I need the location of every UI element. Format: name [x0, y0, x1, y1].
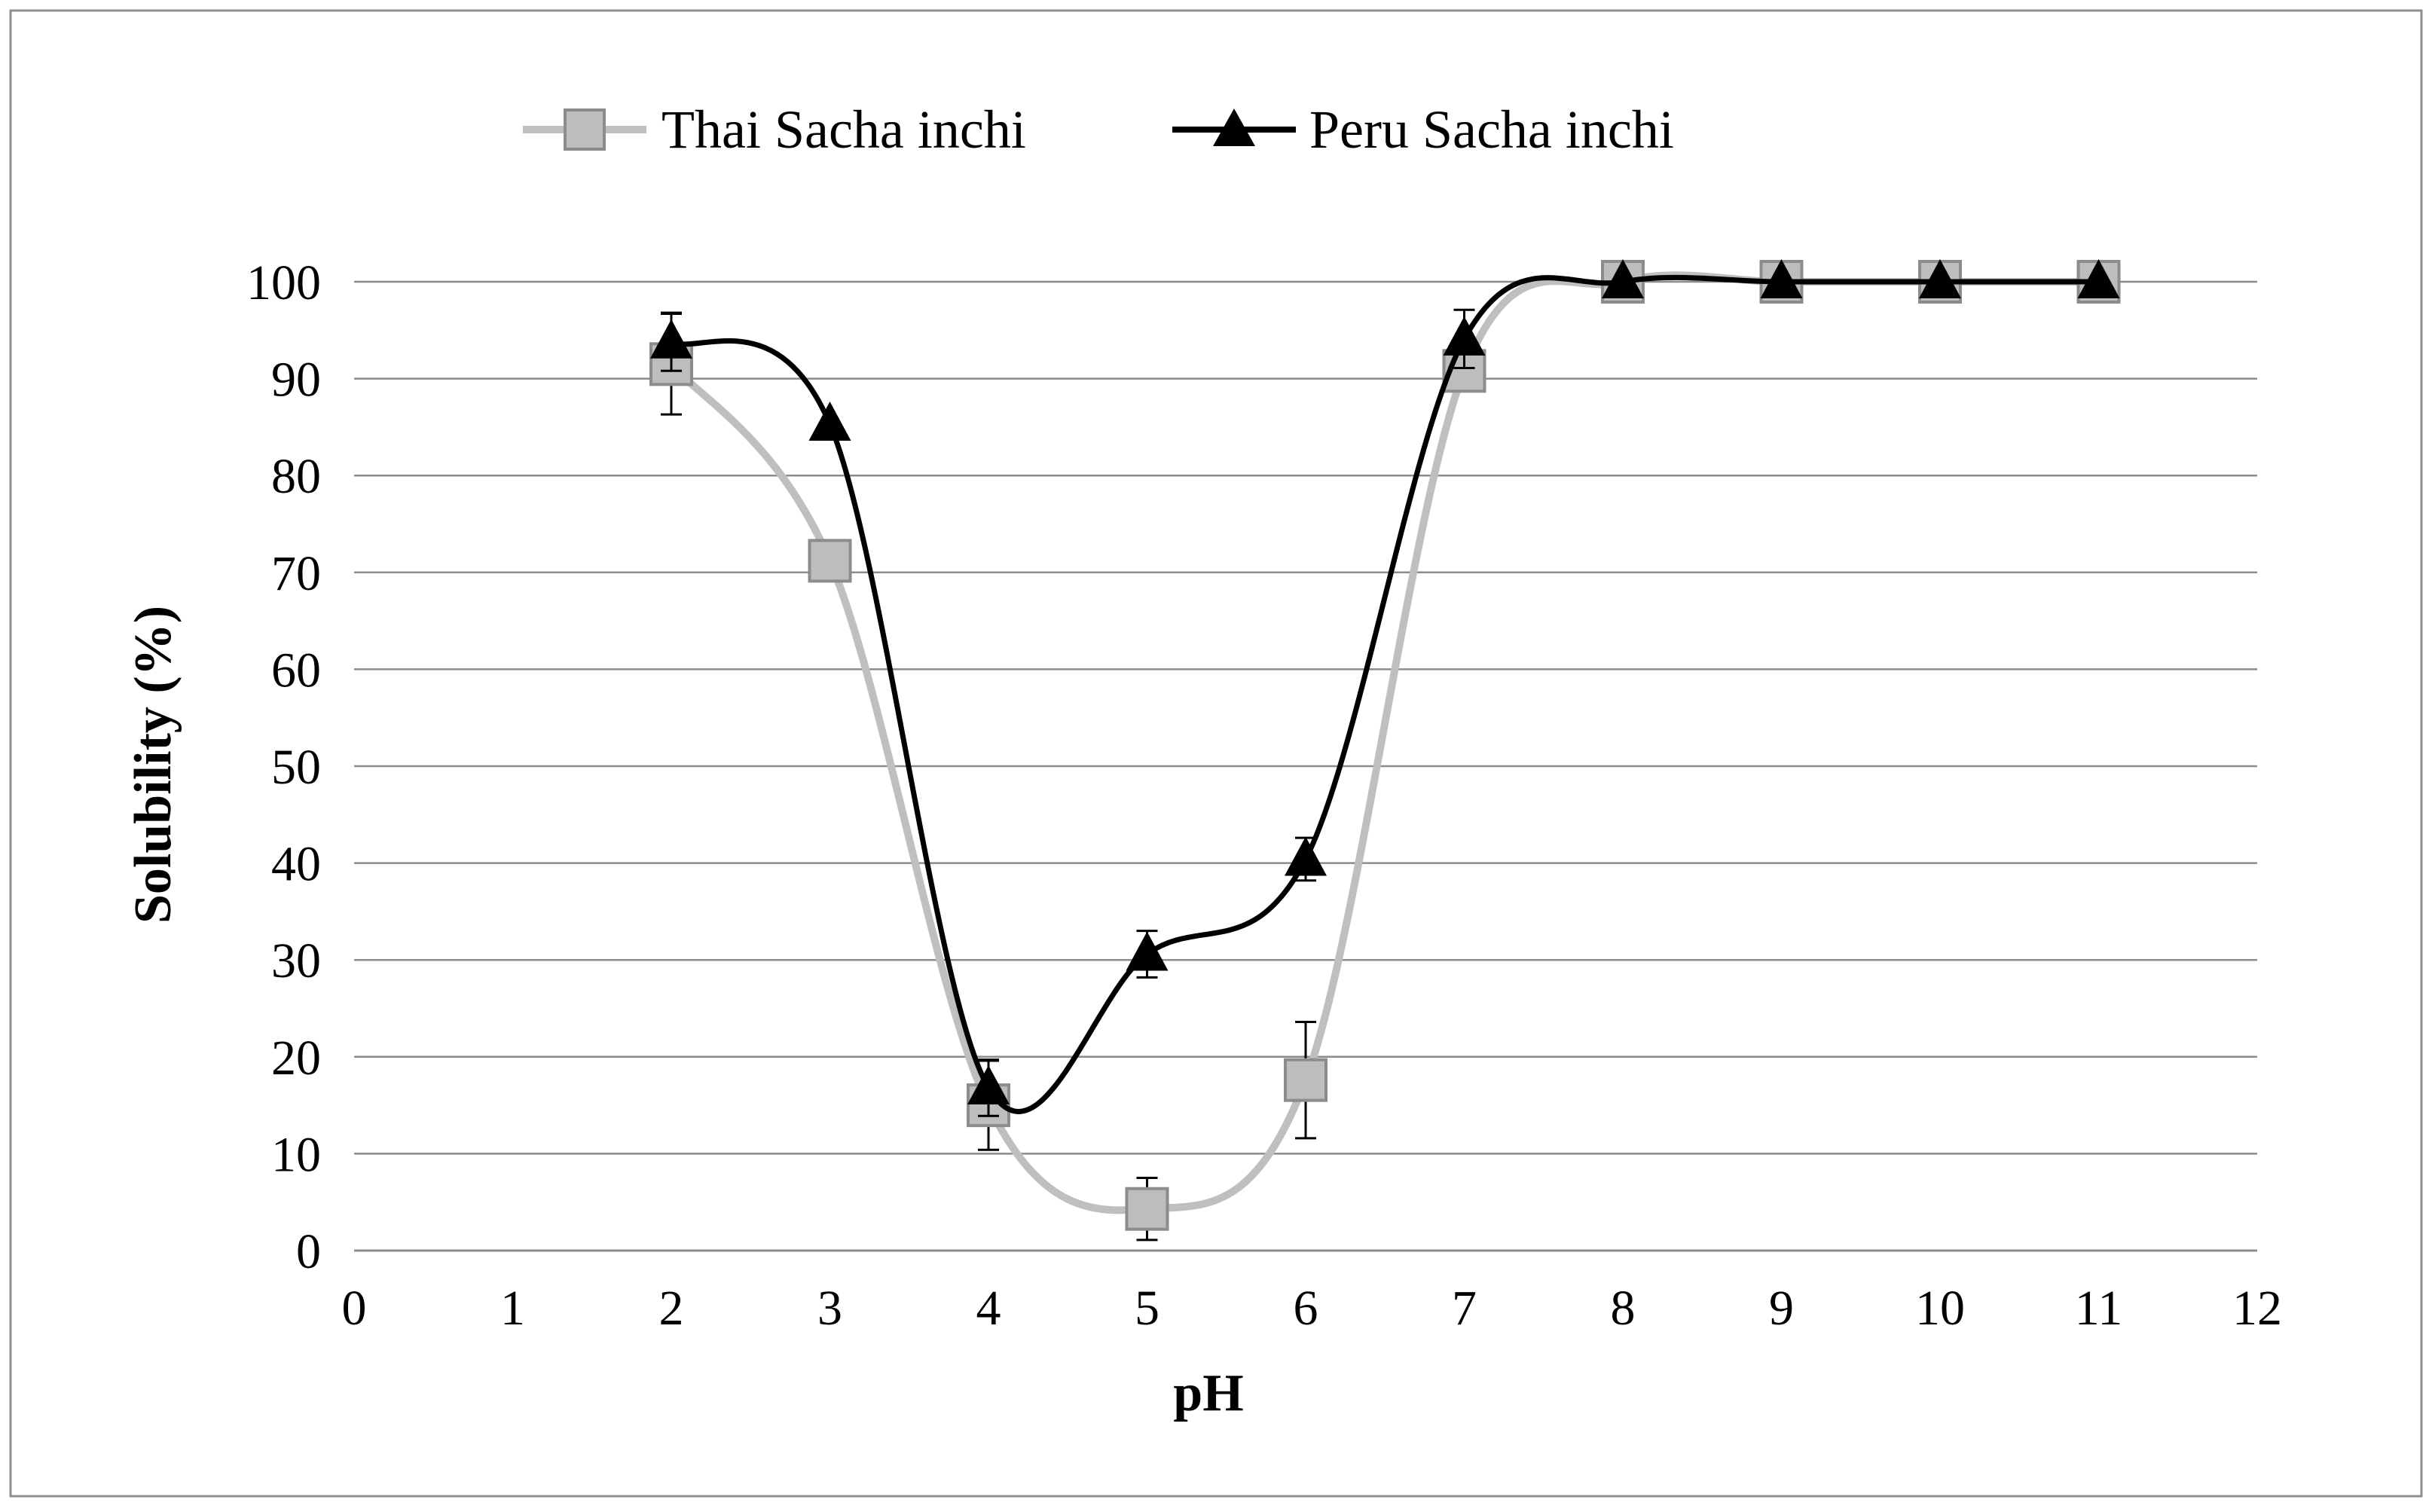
data-point-peru-sacha-inchi-ph9 [1760, 259, 1803, 298]
data-point-peru-sacha-inchi-ph6 [1285, 836, 1327, 876]
x-tick-label-9: 9 [1769, 1281, 1794, 1336]
x-tick-label-5: 5 [1135, 1281, 1159, 1336]
data-point-peru-sacha-inchi-ph7 [1443, 316, 1486, 356]
data-point-thai-sacha-inchi-ph6 [1284, 1058, 1328, 1102]
x-tick-label-10: 10 [1915, 1281, 1965, 1336]
x-tick-label-4: 4 [976, 1281, 1001, 1336]
y-tick-label-50: 50 [271, 740, 321, 795]
legend-item-thai: Thai Sacha inchi [523, 99, 1026, 160]
data-point-thai-sacha-inchi-ph5 [1125, 1187, 1169, 1231]
x-tick-label-0: 0 [342, 1281, 367, 1336]
x-axis-title: pH [1173, 1364, 1243, 1422]
y-tick-label-20: 20 [271, 1031, 321, 1086]
data-point-peru-sacha-inchi-ph11 [2077, 259, 2120, 298]
y-axis-title: Solubility (%) [124, 606, 182, 924]
data-point-peru-sacha-inchi-ph3 [808, 402, 851, 441]
y-tick-label-10: 10 [271, 1127, 321, 1182]
legend: Thai Sacha inchi Peru Sacha inchi [523, 99, 1674, 160]
data-point-peru-sacha-inchi-ph10 [1919, 259, 1961, 298]
x-tick-label-6: 6 [1294, 1281, 1318, 1336]
data-point-peru-sacha-inchi-ph4 [967, 1065, 1010, 1104]
y-tick-label-80: 80 [271, 449, 321, 504]
legend-square-marker [564, 108, 606, 151]
y-tick-label-70: 70 [271, 546, 321, 601]
data-point-thai-sacha-inchi-ph3 [808, 539, 852, 583]
legend-triangle-marker [1213, 108, 1255, 146]
chart-border [9, 9, 2423, 1498]
x-tick-label-12: 12 [2232, 1281, 2282, 1336]
legend-label-peru: Peru Sacha inchi [1309, 99, 1674, 160]
data-point-peru-sacha-inchi-ph5 [1126, 931, 1169, 971]
legend-item-peru: Peru Sacha inchi [1172, 99, 1674, 160]
x-tick-label-7: 7 [1452, 1281, 1477, 1336]
x-tick-label-2: 2 [659, 1281, 684, 1336]
x-tick-label-3: 3 [817, 1281, 842, 1336]
x-tick-label-1: 1 [500, 1281, 525, 1336]
legend-label-thai: Thai Sacha inchi [661, 99, 1026, 160]
y-tick-label-100: 100 [246, 255, 321, 310]
data-point-peru-sacha-inchi-ph8 [1602, 259, 1644, 298]
y-tick-label-90: 90 [271, 353, 321, 408]
y-tick-label-30: 30 [271, 933, 321, 988]
data-point-peru-sacha-inchi-ph2 [650, 319, 692, 359]
x-tick-label-8: 8 [1611, 1281, 1636, 1336]
y-tick-label-60: 60 [271, 643, 321, 698]
y-tick-label-0: 0 [296, 1224, 321, 1279]
series-peru-sacha-inchi [650, 259, 2120, 1117]
series-layer [649, 259, 2121, 1242]
x-tick-label-11: 11 [2075, 1281, 2123, 1336]
y-tick-label-40: 40 [271, 837, 321, 892]
